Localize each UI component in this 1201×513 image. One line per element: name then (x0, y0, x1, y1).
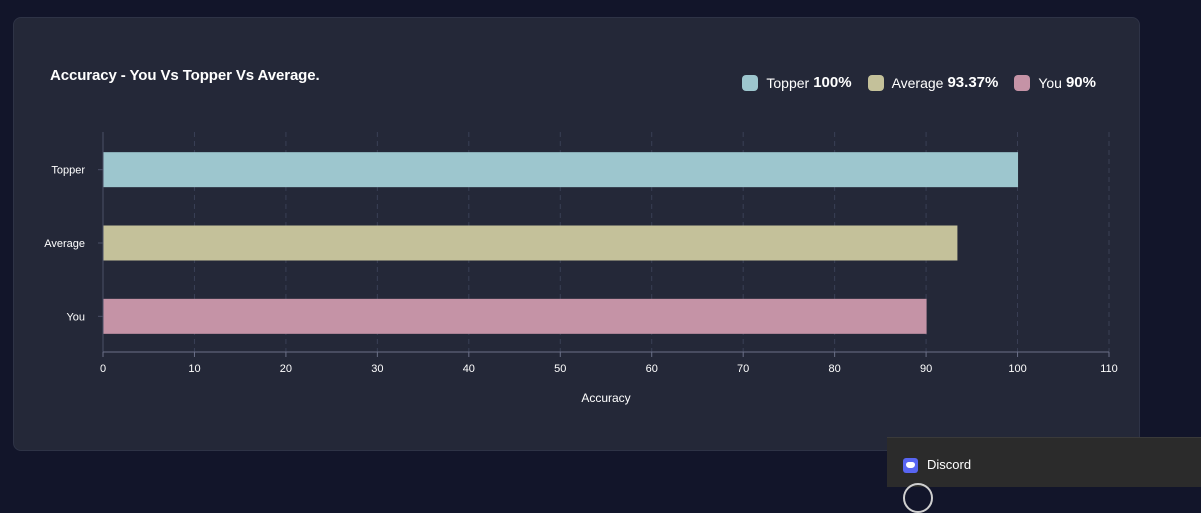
bar-topper (103, 152, 1019, 188)
x-tick-label-0: 0 (100, 363, 106, 375)
x-tick-label-10: 10 (188, 363, 200, 375)
bar-you (103, 298, 927, 334)
legend-label-average: Average (891, 74, 944, 91)
notification-app-name: Discord (927, 457, 972, 472)
x-tick-label-70: 70 (737, 363, 749, 375)
legend-value-topper: 100% (813, 74, 852, 91)
notification-toast[interactable]: Discord (887, 437, 1201, 513)
chart-title: Accuracy - You Vs Topper Vs Average. (50, 67, 320, 84)
x-tick-label-60: 60 (646, 363, 658, 375)
legend-item-average[interactable]: Average 93.37% (867, 74, 999, 91)
x-tick-label-20: 20 (280, 363, 292, 375)
x-tick-label-80: 80 (829, 363, 841, 375)
legend-swatch-average (867, 74, 884, 91)
x-tick-label-30: 30 (371, 363, 383, 375)
legend-value-you: 90% (1065, 74, 1096, 91)
x-tick-label-110: 110 (1100, 363, 1118, 375)
legend-item-topper[interactable]: Topper 100% (742, 74, 852, 91)
bar-average (103, 225, 958, 261)
y-tick-label-topper: Topper (51, 165, 85, 177)
bar-chart: 0 10 20 30 40 50 60 70 80 90 100 110 Topper Average Yo… (44, 132, 1118, 405)
legend-label-topper: Topper (766, 74, 810, 91)
x-tick-label-100: 100 (1008, 363, 1026, 375)
x-tick-label-40: 40 (463, 363, 475, 375)
legend-label-you: You (1038, 74, 1062, 91)
x-axis-title: Accuracy (581, 391, 630, 405)
chart-legend: Topper 100% Average 93.37% You 90% (742, 74, 1096, 91)
x-tick-label-90: 90 (920, 363, 932, 375)
discord-icon (903, 458, 918, 473)
y-tick-label-you: You (66, 311, 85, 323)
avatar (903, 483, 933, 513)
x-tick-label-50: 50 (554, 363, 566, 375)
legend-item-you[interactable]: You 90% (1014, 74, 1096, 91)
legend-swatch-you (1014, 74, 1031, 91)
legend-value-average: 93.37% (947, 74, 999, 91)
legend-swatch-topper (742, 74, 759, 91)
y-tick-label-average: Average (44, 238, 85, 250)
